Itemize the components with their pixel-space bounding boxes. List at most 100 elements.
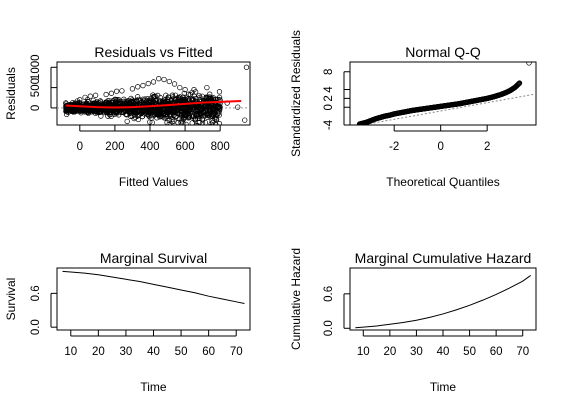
x-tick-label: 50 <box>175 346 188 358</box>
residual-point <box>169 116 175 123</box>
residual-point <box>147 119 153 125</box>
residual-point <box>116 96 122 103</box>
residual-point <box>214 106 220 112</box>
residual-point <box>150 104 156 110</box>
residual-point <box>129 86 136 92</box>
residual-point <box>199 110 205 116</box>
qq-outlier-point <box>526 62 532 66</box>
chart-title: Marginal Cumulative Hazard <box>355 250 532 266</box>
x-tick-label: 20 <box>383 346 396 358</box>
residual-point <box>186 104 192 110</box>
x-tick-label: 400 <box>140 141 159 153</box>
residual-point <box>202 119 209 125</box>
residual-point <box>114 88 120 94</box>
residual-point <box>216 112 222 118</box>
plot-area <box>62 270 245 304</box>
x-tick-label: 30 <box>120 346 133 358</box>
residual-point <box>140 109 147 115</box>
cumulative-hazard-line <box>355 275 531 329</box>
residual-point <box>194 104 200 110</box>
y-tick-label: 2 <box>323 95 335 101</box>
x-tick-label: 2 <box>484 141 490 153</box>
residual-point <box>242 117 248 123</box>
x-axis-label: Theoretical Quantiles <box>386 175 499 189</box>
residual-point <box>217 97 223 104</box>
panel-1: Residuals vs Fitted Fitted Values Residual… <box>4 44 251 189</box>
panel-4: Marginal Cumulative Hazard Time Cumulative… <box>289 248 537 394</box>
residual-point <box>135 84 141 90</box>
residual-point <box>194 111 200 117</box>
y-tick-label: 1000 <box>30 54 42 80</box>
residual-point <box>184 96 191 102</box>
residual-point <box>117 100 123 106</box>
residual-point <box>140 82 146 89</box>
residual-point <box>177 84 183 91</box>
y-axis-label: Survival <box>4 278 18 321</box>
qq-reference-line <box>359 93 536 125</box>
residual-point <box>171 81 178 87</box>
y-tick-label: 0.0 <box>323 320 335 336</box>
x-tick-label: 0 <box>77 141 83 153</box>
x-tick-label: 600 <box>175 141 194 153</box>
y-tick-label: 500 <box>30 78 42 97</box>
residual-point <box>189 120 195 125</box>
x-tick-label: 0 <box>437 141 443 153</box>
residual-point <box>155 92 161 99</box>
residual-point <box>243 64 250 70</box>
residual-point <box>128 95 134 102</box>
x-tick-label: 60 <box>490 346 503 358</box>
residual-point <box>79 107 85 113</box>
y-tick-label: 0.6 <box>30 285 42 301</box>
residual-point <box>198 113 205 119</box>
residual-point <box>208 121 214 125</box>
residual-point <box>216 94 223 100</box>
residual-point <box>214 112 220 118</box>
plot-frame <box>56 61 251 126</box>
x-tick-label: 800 <box>211 141 230 153</box>
plot-area <box>356 62 536 125</box>
residual-point <box>183 121 189 125</box>
residual-point <box>211 110 218 116</box>
x-axis-label: Fitted Values <box>119 175 188 189</box>
residual-point <box>124 118 130 124</box>
residual-point <box>178 109 184 115</box>
residual-point <box>98 113 104 119</box>
x-axis-label: Time <box>430 380 457 394</box>
residual-point <box>182 112 188 119</box>
x-tick-label: 40 <box>437 346 450 358</box>
residual-point <box>217 104 223 110</box>
residual-point <box>177 95 183 102</box>
residual-point <box>131 98 137 104</box>
residual-point <box>163 114 169 120</box>
residual-point <box>77 97 83 103</box>
residual-point <box>206 96 212 102</box>
residual-point <box>122 100 129 106</box>
y-axis-label: Standardized Residuals <box>289 30 303 157</box>
residual-point <box>181 112 187 118</box>
y-axis-label: Residuals <box>4 67 18 120</box>
y-tick-label: 8 <box>323 69 335 75</box>
residual-point <box>172 106 178 112</box>
residual-point <box>178 112 185 118</box>
residual-point <box>166 117 172 124</box>
residual-point <box>154 115 160 121</box>
chart-title: Marginal Survival <box>100 250 207 266</box>
residual-point <box>184 107 190 114</box>
residual-point <box>119 88 125 94</box>
residual-point <box>187 114 193 120</box>
x-tick-label: 50 <box>463 346 476 358</box>
panel-3: Marginal Survival Time Survival 10 20 30 40 50 6… <box>4 250 251 394</box>
residual-point <box>150 79 157 85</box>
panel-2: Normal Q-Q Theoretical Quantiles Standardi… <box>289 30 537 189</box>
y-tick-label: 0 <box>323 104 335 110</box>
residual-point <box>216 89 223 95</box>
plot-area <box>57 64 250 125</box>
residual-point <box>211 106 217 113</box>
residual-point <box>200 113 207 119</box>
residual-point <box>193 109 200 115</box>
residual-point <box>204 84 210 91</box>
y-tick-label: 0.0 <box>30 319 42 335</box>
residual-point <box>198 103 204 110</box>
residual-point <box>181 109 187 115</box>
